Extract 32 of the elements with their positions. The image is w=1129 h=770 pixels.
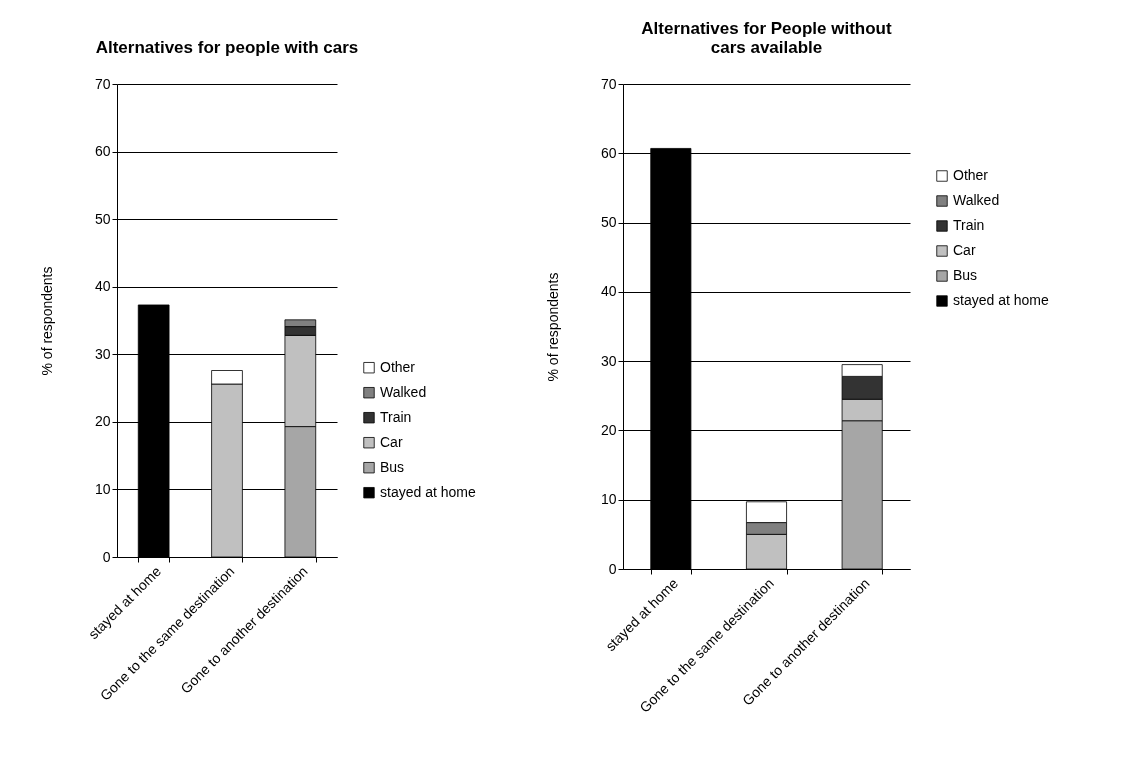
legend-label: stayed at home <box>953 292 1049 308</box>
y-tick-label: 70 <box>600 75 617 92</box>
legend-label: Train <box>953 217 985 233</box>
y-tick-label: 50 <box>94 210 111 227</box>
y-tick-label: 40 <box>94 278 111 295</box>
y-tick-label: 20 <box>94 413 111 430</box>
y-tick-label: 30 <box>600 352 617 369</box>
y-tick-label: 60 <box>94 143 111 160</box>
legend-label: Car <box>380 433 403 450</box>
y-tick-label: 40 <box>600 283 617 300</box>
legend-label: Walked <box>953 192 1000 208</box>
legend-label: Bus <box>953 267 978 283</box>
y-tick-label: 50 <box>600 214 617 231</box>
y-tick-label: 10 <box>94 480 111 497</box>
y-axis-title: % of respondents <box>38 266 55 376</box>
y-tick-label: 20 <box>600 421 617 438</box>
y-tick-label: 60 <box>600 144 617 161</box>
legend-label: Walked <box>380 383 427 400</box>
y-tick-label: 70 <box>94 75 111 92</box>
legend-label: stayed at home <box>380 483 476 500</box>
legend-label: Other <box>953 167 989 183</box>
y-tick-label: 0 <box>102 548 111 565</box>
y-tick-label: 10 <box>600 491 617 508</box>
y-tick-label: 30 <box>94 345 111 362</box>
chart-title: Alternatives for People without cars available <box>641 19 892 57</box>
legend-label: Other <box>380 358 416 375</box>
chart-title: Alternatives for people with cars <box>95 38 359 57</box>
y-tick-label: 0 <box>608 560 617 577</box>
legend-label: Train <box>380 408 412 425</box>
y-axis-title: % of respondents <box>544 272 561 382</box>
legend-label: Bus <box>380 458 405 475</box>
legend-label: Car <box>953 242 976 258</box>
